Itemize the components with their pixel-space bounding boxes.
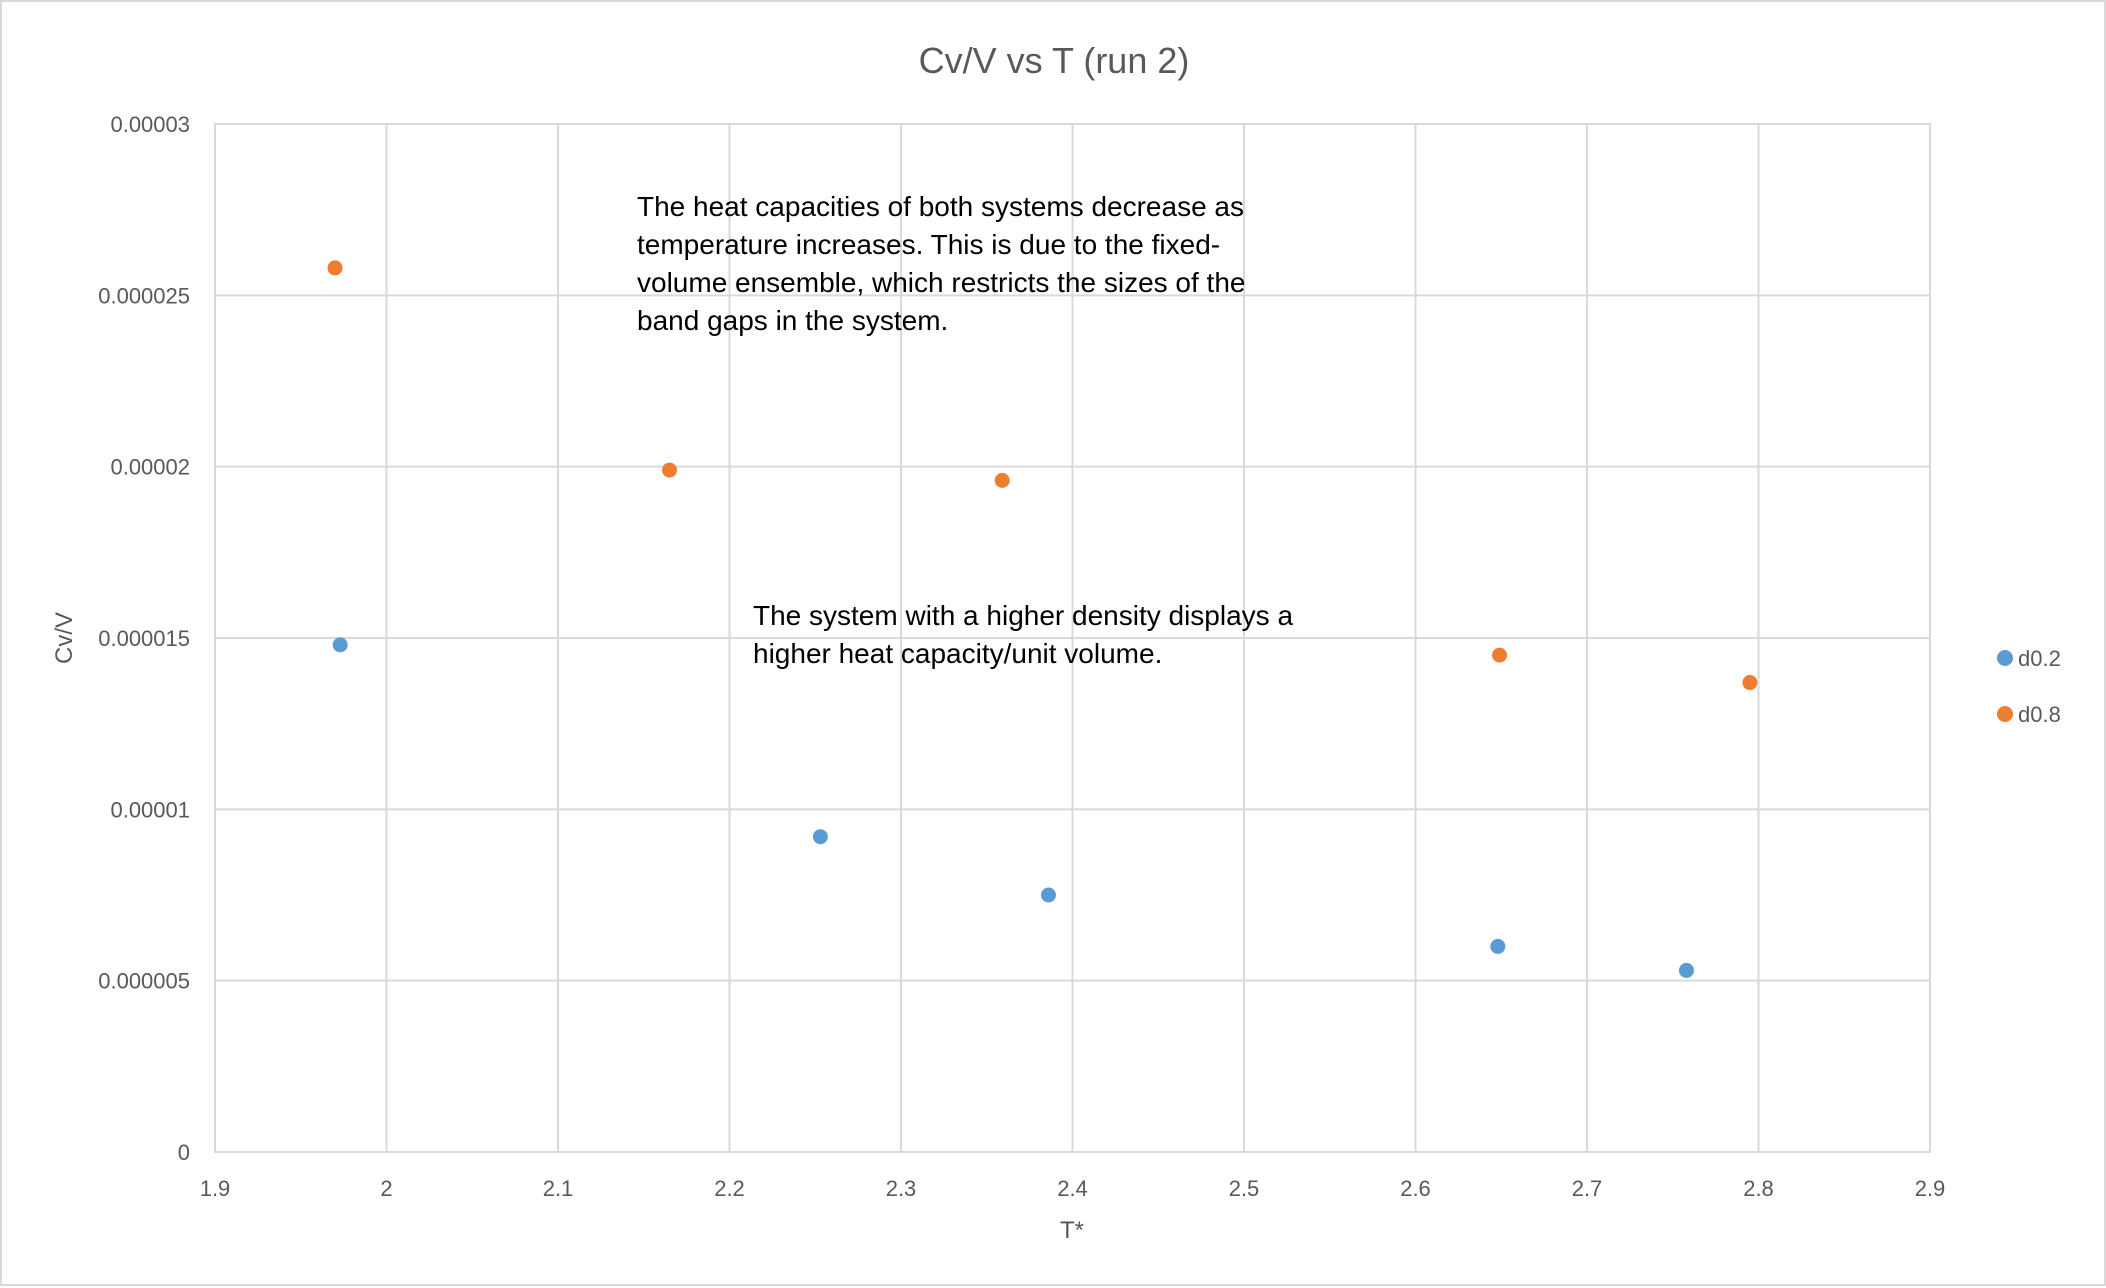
annotation-text: The heat capacities of both systems decr…: [637, 191, 1245, 336]
data-point: [661, 462, 677, 478]
data-point: [327, 260, 343, 276]
legend: d0.2 d0.8: [1997, 646, 2061, 727]
annotation-line: volume ensemble, which restricts the siz…: [637, 267, 1245, 298]
data-point: [812, 829, 828, 845]
plot-area: [214, 123, 1931, 1153]
annotation-line: band gaps in the system.: [637, 305, 948, 336]
data-point: [332, 637, 348, 653]
x-tick-label: 1.9: [200, 1176, 231, 1201]
y-tick-label: 0.00002: [110, 455, 190, 480]
x-tick-label: 2.4: [1057, 1176, 1088, 1201]
x-tick-label: 2.3: [886, 1176, 917, 1201]
y-tick-label: 0.000015: [98, 626, 190, 651]
x-tick-label: 2: [380, 1176, 392, 1201]
y-axis-ticks: 0 0.000005 0.00001 0.000015 0.00002 0.000025 0…: [98, 112, 190, 1165]
y-tick-label: 0.000005: [98, 969, 190, 994]
legend-label: d0.2: [2018, 646, 2061, 671]
x-axis-title: T*: [1060, 1217, 1084, 1244]
chart-annotations: The heat capacities of both systems decr…: [637, 191, 1293, 669]
x-tick-label: 2.1: [543, 1176, 574, 1201]
x-tick-label: 2.6: [1400, 1176, 1431, 1201]
x-tick-label: 2.8: [1743, 1176, 1774, 1201]
y-tick-label: 0.00003: [110, 112, 190, 137]
data-point: [994, 472, 1010, 488]
data-point: [1040, 887, 1056, 903]
x-tick-label: 2.2: [714, 1176, 745, 1201]
legend-marker: [1997, 650, 2013, 666]
x-tick-label: 2.7: [1572, 1176, 1603, 1201]
y-axis-title: Cv/V: [51, 612, 78, 664]
annotation-line: temperature increases. This is due to th…: [637, 229, 1220, 260]
annotation-line: higher heat capacity/unit volume.: [753, 638, 1162, 669]
data-point: [1742, 675, 1758, 691]
legend-label: d0.8: [2018, 702, 2061, 727]
data-point: [1492, 647, 1508, 663]
annotation-line: The heat capacities of both systems decr…: [637, 191, 1244, 222]
chart-title: Cv/V vs T (run 2): [919, 40, 1190, 81]
series-d0.2: [332, 637, 1694, 978]
data-point: [1678, 962, 1694, 978]
annotation-line: The system with a higher density display…: [753, 600, 1293, 631]
annotation-text: The system with a higher density display…: [753, 600, 1293, 669]
data-point: [1490, 938, 1506, 954]
data-points: [327, 260, 1758, 978]
series-d0.8: [327, 260, 1758, 691]
y-tick-label: 0.00001: [110, 797, 190, 822]
x-tick-label: 2.5: [1229, 1176, 1260, 1201]
x-tick-label: 2.9: [1915, 1176, 1946, 1201]
legend-marker: [1997, 706, 2013, 722]
y-tick-label: 0: [178, 1140, 190, 1165]
y-tick-label: 0.000025: [98, 283, 190, 308]
x-axis-ticks: 1.9 2 2.1 2.2 2.3 2.4 2.5 2.6 2.7 2.8 2.9: [200, 1176, 1946, 1201]
